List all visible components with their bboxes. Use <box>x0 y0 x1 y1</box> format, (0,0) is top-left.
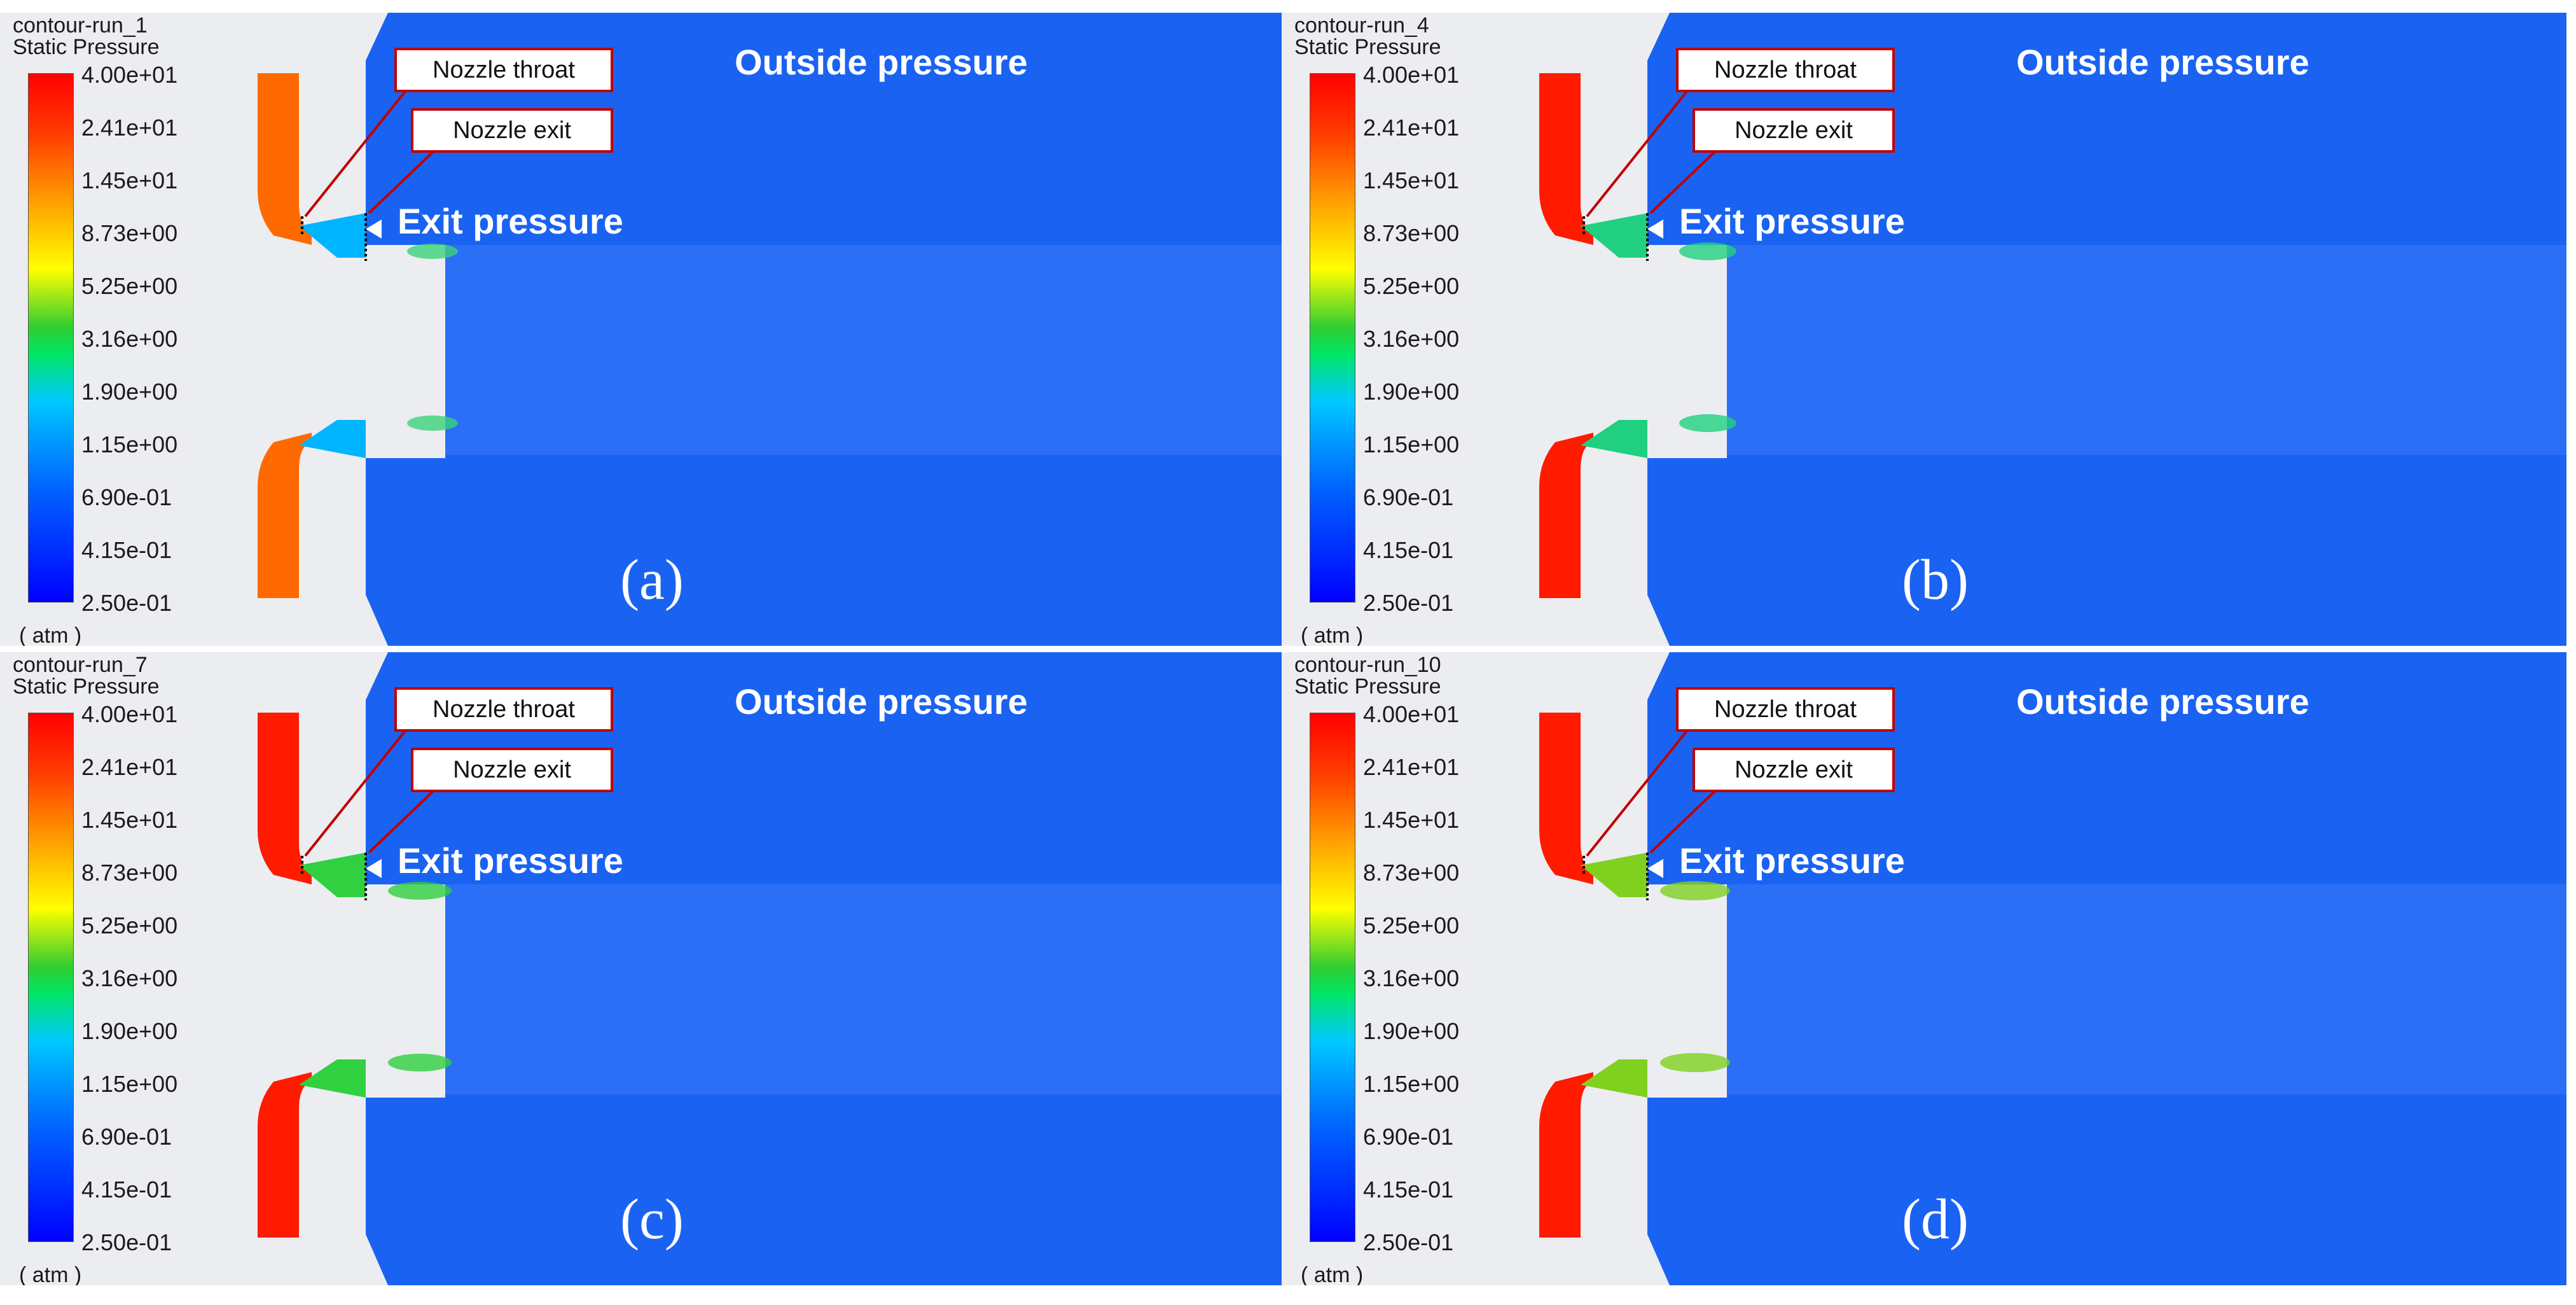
pressure-colorbar <box>1310 73 1355 603</box>
outside-pressure-label: Outside pressure <box>2016 42 2309 82</box>
nozzle-exit-callout: Nozzle exit <box>411 108 613 153</box>
nozzle-throat-callout: Nozzle throat <box>394 48 613 92</box>
panel-d: contour-run_10 Static Pressure 4.00e+01 … <box>1282 652 2566 1285</box>
colorbar-tick: 6.90e-01 <box>81 484 172 510</box>
colorbar-tick: 1.90e+00 <box>81 379 178 405</box>
outside-pressure-label: Outside pressure <box>2016 681 2309 722</box>
chamber-wall-lower <box>258 433 312 598</box>
colorbar-tick: 8.73e+00 <box>1363 220 1460 246</box>
nozzle-exit-callout: Nozzle exit <box>411 748 613 792</box>
pressure-colorbar <box>28 713 74 1242</box>
exit-pressure-label: Exit pressure <box>398 841 623 881</box>
nozzle-exit-callout: Nozzle exit <box>1693 108 1895 153</box>
colorbar-tick: 1.45e+01 <box>81 807 178 833</box>
run-name: contour-run_7 <box>13 653 148 677</box>
panel-caption: (d) <box>1902 1188 1969 1251</box>
pressure-colorbar <box>28 73 74 603</box>
colorbar-tick: 5.25e+00 <box>1363 273 1460 299</box>
colorbar-tick: 2.41e+01 <box>1363 754 1460 780</box>
chamber-wall-lower <box>1539 1072 1593 1238</box>
run-name: contour-run_10 <box>1294 653 1441 677</box>
pressure-colorbar <box>1310 713 1355 1242</box>
colorbar-tick: 8.73e+00 <box>81 220 178 246</box>
exit-pressure-label: Exit pressure <box>1679 201 1905 241</box>
colorbar-tick: 3.16e+00 <box>1363 326 1460 352</box>
chamber-wall-lower <box>258 1072 312 1238</box>
panel-caption: (c) <box>620 1188 684 1251</box>
panel-caption: (a) <box>620 548 684 611</box>
colorbar-unit: ( atm ) <box>1301 1263 1364 1285</box>
colorbar-unit: ( atm ) <box>19 1263 82 1285</box>
panel-c: contour-run_7 Static Pressure 4.00e+01 2… <box>0 652 1285 1285</box>
colorbar-tick: 3.16e+00 <box>81 326 178 352</box>
colorbar-tick: 2.41e+01 <box>1363 115 1460 141</box>
colorbar-tick: 1.15e+00 <box>1363 431 1460 457</box>
chamber-wall-upper <box>258 713 312 884</box>
colorbar-tick: 1.15e+00 <box>1363 1071 1460 1097</box>
pressure-contour-field <box>0 13 1285 646</box>
colorbar-unit: ( atm ) <box>1301 624 1364 646</box>
colorbar-tick: 1.45e+01 <box>1363 807 1460 833</box>
nozzle-throat-callout: Nozzle throat <box>1676 687 1895 732</box>
exit-pressure-label: Exit pressure <box>398 201 623 241</box>
chamber-wall-upper <box>1539 713 1593 884</box>
colorbar-tick: 6.90e-01 <box>81 1124 172 1150</box>
colorbar-tick: 2.41e+01 <box>81 115 178 141</box>
colorbar-tick: 4.15e-01 <box>1363 1176 1454 1203</box>
nozzle-exit-callout: Nozzle exit <box>1693 748 1895 792</box>
colorbar-tick: 5.25e+00 <box>1363 912 1460 939</box>
colorbar-tick: 8.73e+00 <box>1363 860 1460 886</box>
colorbar-tick: 4.15e-01 <box>1363 537 1454 563</box>
colorbar-tick: 5.25e+00 <box>81 912 178 939</box>
panel-a: contour-run_1 Static Pressure 4.00e+01 2… <box>0 13 1285 646</box>
panel-caption: (b) <box>1902 548 1969 611</box>
colorbar-tick: 2.50e-01 <box>1363 590 1454 616</box>
colorbar-tick: 4.00e+01 <box>1363 701 1460 727</box>
chamber-wall-upper <box>258 73 312 245</box>
colorbar-tick: 4.00e+01 <box>81 701 178 727</box>
colorbar-quantity: Static Pressure <box>1294 674 1441 699</box>
colorbar-tick: 1.15e+00 <box>81 431 178 457</box>
pressure-contour-field <box>1282 13 2566 646</box>
colorbar-tick: 6.90e-01 <box>1363 484 1454 510</box>
colorbar-tick: 2.50e-01 <box>1363 1229 1454 1255</box>
exit-pressure-label: Exit pressure <box>1679 841 1905 881</box>
colorbar-quantity: Static Pressure <box>1294 35 1441 59</box>
outside-pressure-label: Outside pressure <box>735 42 1028 82</box>
colorbar-tick: 1.15e+00 <box>81 1071 178 1097</box>
panel-b: contour-run_4 Static Pressure 4.00e+01 2… <box>1282 13 2566 646</box>
colorbar-tick: 1.45e+01 <box>1363 167 1460 193</box>
chamber-wall-lower <box>1539 433 1593 598</box>
run-name: contour-run_4 <box>1294 13 1429 38</box>
colorbar-quantity: Static Pressure <box>13 674 160 699</box>
colorbar-tick: 3.16e+00 <box>81 965 178 991</box>
nozzle-throat-callout: Nozzle throat <box>394 687 613 732</box>
chamber-wall-upper <box>1539 73 1593 245</box>
colorbar-tick: 6.90e-01 <box>1363 1124 1454 1150</box>
colorbar-tick: 1.90e+00 <box>1363 379 1460 405</box>
colorbar-tick: 1.90e+00 <box>81 1018 178 1044</box>
colorbar-tick: 4.00e+01 <box>1363 62 1460 88</box>
colorbar-tick: 2.50e-01 <box>81 1229 172 1255</box>
colorbar-tick: 2.41e+01 <box>81 754 178 780</box>
colorbar-tick: 3.16e+00 <box>1363 965 1460 991</box>
outside-pressure-label: Outside pressure <box>735 681 1028 722</box>
colorbar-tick: 2.50e-01 <box>81 590 172 616</box>
pressure-contour-field <box>0 652 1285 1285</box>
colorbar-tick: 8.73e+00 <box>81 860 178 886</box>
colorbar-tick: 4.15e-01 <box>81 1176 172 1203</box>
colorbar-tick: 1.45e+01 <box>81 167 178 193</box>
colorbar-unit: ( atm ) <box>19 624 82 646</box>
colorbar-tick: 1.90e+00 <box>1363 1018 1460 1044</box>
colorbar-tick: 5.25e+00 <box>81 273 178 299</box>
colorbar-tick: 4.00e+01 <box>81 62 178 88</box>
run-name: contour-run_1 <box>13 13 148 38</box>
nozzle-throat-callout: Nozzle throat <box>1676 48 1895 92</box>
colorbar-tick: 4.15e-01 <box>81 537 172 563</box>
colorbar-quantity: Static Pressure <box>13 35 160 59</box>
pressure-contour-field <box>1282 652 2566 1285</box>
